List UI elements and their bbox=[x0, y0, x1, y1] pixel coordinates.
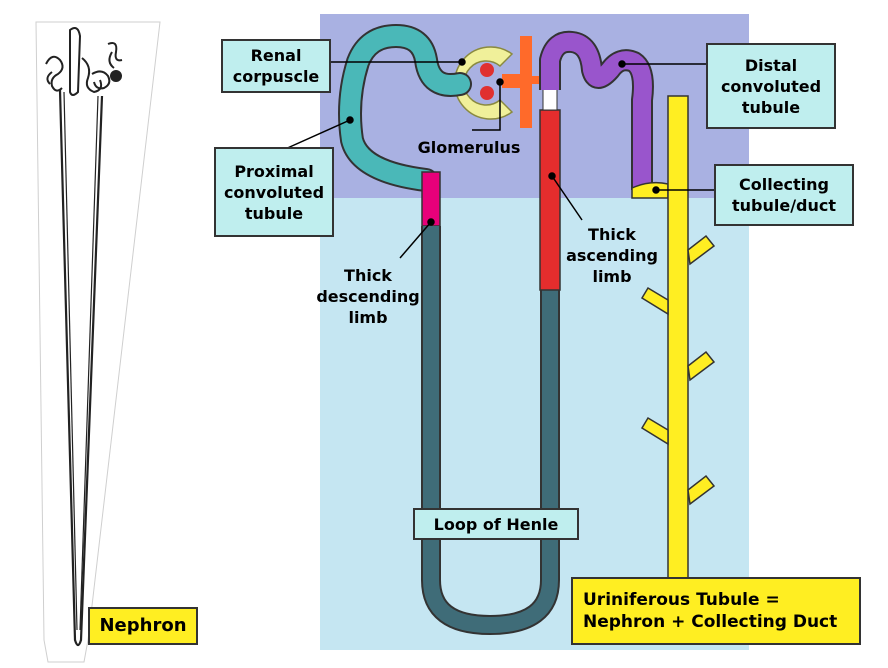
thick-ascending-line-2: ascending bbox=[566, 246, 658, 265]
distal-line-3: tubule bbox=[741, 97, 801, 117]
nephron-label: Nephron bbox=[88, 607, 198, 645]
thick-ascending-line-3: limb bbox=[592, 267, 632, 286]
renal-corpuscle-label: Renal corpuscle bbox=[221, 39, 331, 93]
thick-ascending-limb-label: Thick ascending limb bbox=[552, 224, 672, 287]
uriniferous-line-2: Nephron + Collecting Duct bbox=[583, 612, 838, 632]
uriniferous-line-1: Uriniferous Tubule = bbox=[583, 590, 780, 610]
distal-convoluted-tubule-label: Distal convoluted tubule bbox=[706, 43, 836, 129]
renal-corpuscle-line-1: Renal bbox=[250, 46, 302, 65]
renal-corpuscle-line-2: corpuscle bbox=[232, 67, 320, 86]
nephron-sketch bbox=[35, 21, 161, 663]
collecting-tubule-duct-label: Collecting tubule/duct bbox=[714, 164, 854, 226]
thick-descending-line-3: limb bbox=[348, 308, 388, 327]
distal-line-1: Distal bbox=[744, 55, 798, 75]
glomerulus-shape bbox=[480, 63, 494, 100]
proximal-line-1: Proximal bbox=[234, 161, 314, 181]
thick-ascending-line-1: Thick bbox=[588, 225, 636, 244]
thick-descending-line-2: descending bbox=[316, 287, 420, 306]
distal-line-2: convoluted bbox=[720, 76, 822, 96]
leader-lines bbox=[282, 58, 714, 259]
thick-descending-limb-shape bbox=[421, 171, 441, 227]
proximal-line-3: tubule bbox=[244, 203, 304, 223]
renal-corpuscle-shape bbox=[453, 46, 514, 120]
loop-of-henle-label: Loop of Henle bbox=[413, 508, 579, 540]
proximal-convoluted-tubule-label: Proximal convoluted tubule bbox=[214, 147, 334, 237]
thick-descending-limb-label: Thick descending limb bbox=[308, 265, 428, 328]
thick-descending-line-1: Thick bbox=[344, 266, 392, 285]
proximal-line-2: convoluted bbox=[223, 182, 325, 202]
collecting-line-1: Collecting bbox=[738, 175, 829, 194]
collecting-line-2: tubule/duct bbox=[731, 196, 837, 215]
uriniferous-tubule-label: Uriniferous Tubule = Nephron + Collectin… bbox=[571, 577, 861, 645]
glomerulus-label: Glomerulus bbox=[417, 138, 521, 157]
